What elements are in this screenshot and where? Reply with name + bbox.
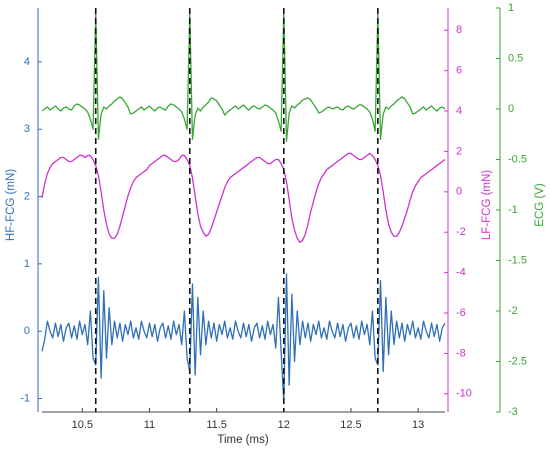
y-tick-label: 3 xyxy=(24,123,30,135)
y2-tick-label: 6 xyxy=(456,65,462,77)
y2-tick-label: -4 xyxy=(456,267,466,279)
y3-tick-label: -2 xyxy=(508,305,518,317)
y3-tick-label: -0.5 xyxy=(508,153,527,165)
x-tick-label: 11 xyxy=(144,419,155,431)
x-tick-label: 11.5 xyxy=(206,419,227,431)
x-tick-label: 10.5 xyxy=(72,419,93,431)
y2-tick-label: -10 xyxy=(456,388,472,400)
x-tick-label: 12 xyxy=(278,419,290,431)
series-line xyxy=(41,152,446,243)
x-tick-label: 13 xyxy=(412,419,424,431)
y3-tick-label: 0.5 xyxy=(508,52,523,64)
y2-tick-label: 2 xyxy=(456,145,462,157)
y3-tick-label: 0 xyxy=(508,103,514,115)
y-tick-label: 4 xyxy=(24,56,30,68)
y2-tick-label: 4 xyxy=(456,105,462,117)
y3-tick-label: -2.5 xyxy=(508,355,527,367)
y-tick-label: 2 xyxy=(24,190,30,202)
y2-axis-label: LF-FCG (mN) xyxy=(481,170,493,240)
y2-tick-label: 8 xyxy=(456,24,462,36)
y3-tick-label: -1.5 xyxy=(508,254,527,266)
y3-tick-label: -3 xyxy=(508,406,518,418)
y-tick-label: 1 xyxy=(24,258,30,270)
series-line xyxy=(41,273,446,403)
y2-tick-label: 0 xyxy=(456,186,462,198)
y-tick-label: -1 xyxy=(20,392,30,404)
y2-tick-label: -8 xyxy=(456,347,466,359)
y3-tick-label: -1 xyxy=(508,204,518,216)
x-axis-label: Time (ms) xyxy=(217,434,268,446)
y3-axis-label: ECG (V) xyxy=(534,183,546,227)
y2-tick-label: -2 xyxy=(456,226,466,238)
y2-tick-label: -6 xyxy=(456,307,466,319)
series-line xyxy=(41,10,446,142)
y3-tick-label: 1 xyxy=(508,2,514,14)
y-tick-label: 0 xyxy=(24,325,30,337)
x-tick-label: 12.5 xyxy=(340,419,361,431)
y-axis-label: HF-FCG (mN) xyxy=(5,169,17,241)
